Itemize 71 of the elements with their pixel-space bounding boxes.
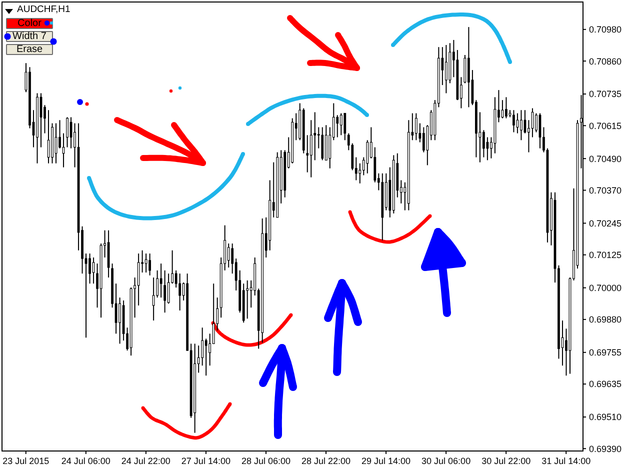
- candlestick: [92, 256, 95, 284]
- y-tick-label: 0.70490: [589, 154, 622, 164]
- toolbar-button: Width 7: [6, 31, 53, 42]
- candlestick: [152, 277, 155, 321]
- x-tick-label: 31 Jul 14:00: [542, 456, 591, 466]
- candlestick: [505, 96, 508, 119]
- y-tick-label: 0.70125: [589, 250, 622, 260]
- x-tick-label: 28 Jul 22:00: [301, 456, 351, 466]
- candlestick: [494, 96, 496, 154]
- candlestick: [137, 253, 140, 306]
- candlestick: [482, 130, 485, 158]
- candlestick: [336, 114, 339, 138]
- y-tick-label: 0.70370: [589, 185, 622, 196]
- candlestick: [520, 110, 522, 141]
- y-tick-label: 0.69510: [589, 412, 622, 422]
- y-tick-label: 0.70735: [589, 89, 622, 100]
- y-tick-label: 0.70860: [589, 56, 622, 66]
- y-tick-label: 0.70000: [589, 282, 622, 293]
- candlestick: [194, 343, 196, 434]
- candlestick: [310, 120, 312, 178]
- candlestick: [66, 116, 68, 148]
- y-tick-label: 0.69635: [589, 379, 622, 390]
- toolbar-button: Color: [6, 18, 53, 29]
- candlestick: [88, 253, 91, 284]
- candlestick: [201, 327, 204, 366]
- y-tick-label: 0.69390: [589, 444, 622, 454]
- candlestick: [306, 134, 309, 173]
- x-tick-label: 23 Jul 2015: [2, 456, 50, 466]
- candlestick: [261, 218, 264, 344]
- y-tick-label: 0.69880: [589, 314, 622, 325]
- candlestick: [358, 162, 362, 184]
- candlestick: [144, 253, 148, 274]
- x-tick-label: 24 Jul 06:00: [61, 456, 110, 466]
- candlestick: [422, 126, 425, 153]
- y-tick-label: 0.70980: [589, 24, 622, 35]
- candlestick: [276, 152, 279, 218]
- candlestick: [314, 112, 316, 161]
- chart-title: AUDCHF,H1: [17, 4, 70, 15]
- candlestick: [468, 26, 470, 108]
- candlestick: [130, 287, 132, 356]
- candlestick: [392, 154, 395, 214]
- candlestick: [246, 280, 249, 320]
- x-tick-label: 24 Jul 22:00: [121, 456, 170, 466]
- candlestick: [118, 297, 121, 344]
- x-tick-label: 30 Jul 06:00: [422, 456, 471, 466]
- candlestick: [164, 270, 166, 314]
- candlestick: [580, 94, 582, 169]
- candlestick: [407, 120, 410, 211]
- candlestick: [36, 92, 38, 164]
- candlestick: [148, 253, 152, 276]
- y-tick-label: 0.69755: [589, 348, 622, 358]
- candlestick: [160, 263, 162, 298]
- candlestick: [414, 112, 418, 141]
- candlestick: [381, 172, 384, 241]
- candlestick: [284, 150, 286, 198]
- x-tick-label: 29 Jul 14:00: [362, 456, 411, 466]
- y-tick-label: 0.70615: [589, 120, 622, 131]
- candlestick: [444, 44, 448, 94]
- candlestick: [178, 273, 182, 311]
- y-tick-label: 0.70245: [589, 218, 622, 228]
- x-tick-label: 28 Jul 06:00: [241, 456, 291, 466]
- candlestick: [324, 124, 328, 160]
- candlestick: [516, 112, 519, 134]
- candlestick: [501, 100, 504, 119]
- x-tick-label: 30 Jul 22:00: [482, 456, 531, 466]
- x-tick-label: 27 Jul 14:00: [181, 456, 230, 466]
- candlestick: [366, 140, 369, 174]
- candlestick: [512, 110, 515, 133]
- toolbar-button: Erase: [6, 44, 53, 55]
- candlestick: [344, 112, 346, 141]
- candlestick: [268, 180, 272, 251]
